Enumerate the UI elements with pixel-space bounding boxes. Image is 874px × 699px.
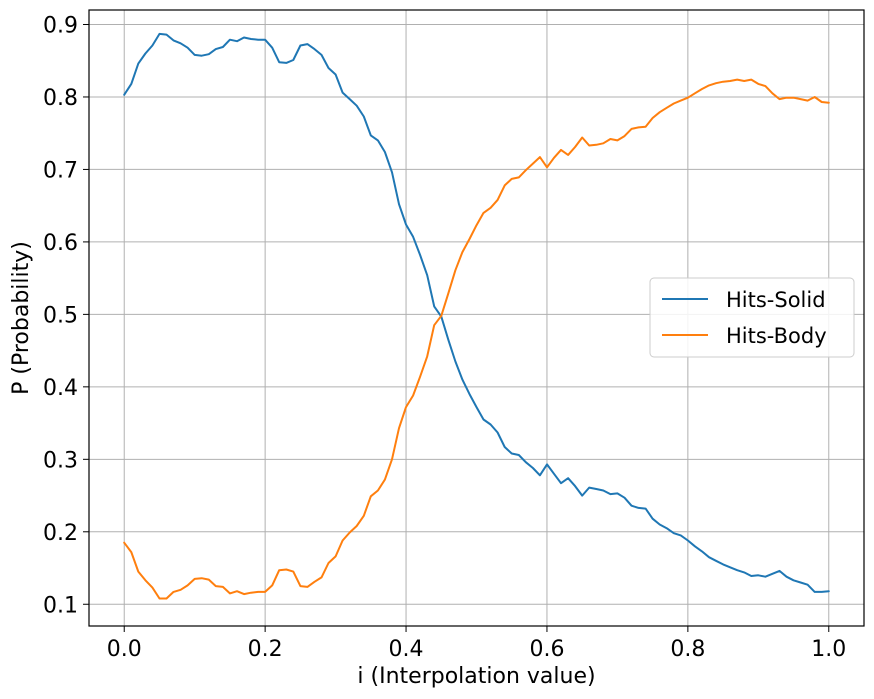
ticks: 0.0 0.2 0.4 0.6 0.8 1.0 0.1 0.2 0.3 0.4 0.5 0.6 0.7 0…: [43, 13, 846, 662]
y-tick-label: 0.7: [43, 158, 78, 183]
y-tick-label: 0.3: [43, 448, 78, 473]
y-tick-label: 0.4: [43, 376, 78, 401]
x-tick-label: 0.4: [389, 637, 424, 662]
x-tick-label: 0.0: [107, 637, 142, 662]
y-tick-label: 0.8: [43, 86, 78, 111]
x-tick-label: 0.8: [670, 637, 705, 662]
y-tick-label: 0.1: [43, 593, 78, 618]
series-line-hits-body: [123, 78, 830, 600]
x-tick-label: 0.2: [248, 637, 283, 662]
series-line-hits-solid: [123, 32, 830, 593]
y-tick-label: 0.6: [43, 231, 78, 256]
x-tick-label: 1.0: [811, 637, 846, 662]
legend-label-hits-body: Hits-Body: [726, 324, 827, 348]
x-axis-label: i (Interpolation value): [357, 664, 595, 689]
legend-box: [649, 277, 855, 358]
plot-area-frame: [88, 9, 865, 627]
series-layer: [123, 32, 830, 600]
legend-label-hits-solid: Hits-Solid: [726, 288, 826, 312]
y-axis-label: P (Probability): [9, 241, 34, 395]
y-tick-label: 0.5: [43, 303, 78, 328]
x-tick-label: 0.6: [529, 637, 564, 662]
y-tick-label: 0.2: [43, 521, 78, 546]
y-tick-label: 0.9: [43, 13, 78, 38]
legend: Hits-Solid Hits-Body: [649, 277, 855, 358]
